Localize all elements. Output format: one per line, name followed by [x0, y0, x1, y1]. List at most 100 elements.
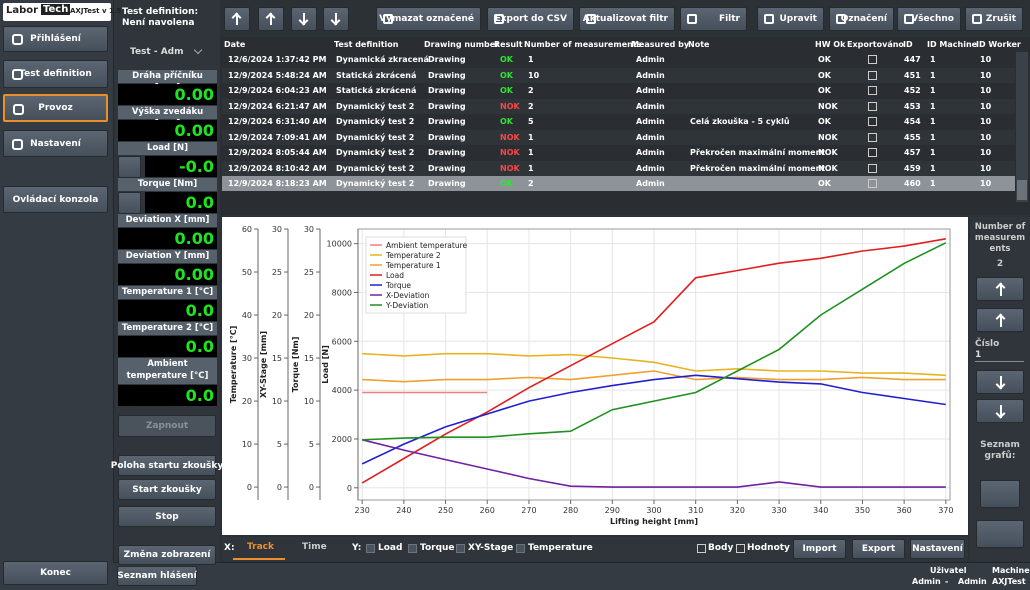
start-button[interactable]: Start zkoušky [118, 479, 216, 500]
number-input[interactable]: 1 [975, 350, 1024, 362]
toolbar-button[interactable]: Všechno [897, 7, 961, 31]
y-checkbox[interactable] [516, 544, 525, 553]
table-cell: 455 [904, 132, 921, 142]
y-checkbox[interactable] [456, 544, 465, 553]
stop-button[interactable]: Stop [118, 506, 216, 527]
table-cell: 459 [904, 163, 921, 173]
table-row[interactable] [222, 176, 1015, 191]
export-checkbox[interactable] [868, 132, 877, 142]
toolbar-icon [383, 14, 393, 24]
y-checkbox[interactable] [408, 544, 417, 553]
y-label: Y: [352, 543, 362, 553]
x-option[interactable]: Track [247, 542, 274, 552]
export-checkbox[interactable] [868, 55, 877, 64]
y-tick-label: 25 [272, 268, 282, 277]
legend-label: X-Deviation [386, 291, 430, 300]
toolbar-button[interactable]: Označení [829, 7, 894, 31]
zero-button[interactable] [118, 156, 141, 178]
table-cell: 1 [528, 163, 534, 173]
table-cell: 12/9/2024 7:09:41 AM [228, 132, 327, 142]
nav-button[interactable]: Nastavení [3, 130, 108, 157]
table-cell: 460 [904, 179, 921, 188]
nav-arrow-button[interactable] [976, 277, 1024, 301]
nav-arrow-button[interactable] [976, 370, 1024, 394]
save-button[interactable] [976, 520, 1024, 548]
table-row[interactable] [222, 145, 1015, 160]
table-cell: OK [818, 70, 831, 80]
table-cell: Dynamický test 2 [336, 132, 415, 142]
table-row[interactable] [222, 114, 1015, 129]
nav-arrow-button[interactable] [976, 308, 1024, 332]
move-button[interactable] [224, 7, 250, 31]
arrow-head [995, 379, 1006, 390]
toolbar-button[interactable]: Vymazat označené [376, 7, 481, 31]
nav-button[interactable]: Test definition [3, 60, 108, 88]
y-tick-label: 6000 [332, 337, 352, 346]
toolbar-button[interactable]: Zrušit [965, 7, 1023, 31]
x-tick-label: 370 [938, 506, 953, 515]
table-row[interactable] [222, 52, 1015, 67]
export-checkbox[interactable] [868, 179, 877, 188]
table-cell: 10 [980, 86, 992, 95]
console-button[interactable]: Ovládací konzola [3, 186, 108, 213]
export-checkbox[interactable] [868, 86, 877, 95]
zero-button[interactable] [118, 192, 141, 214]
toolbar-label: Export do CSV [494, 14, 567, 24]
table-row[interactable] [222, 98, 1015, 114]
table-row[interactable] [222, 129, 1015, 145]
move-button[interactable] [258, 7, 284, 31]
toolbar-button[interactable]: Export do CSV [487, 7, 574, 31]
table-cell: Admin [636, 101, 665, 111]
legend [365, 236, 467, 314]
graphs-button[interactable] [980, 480, 1020, 508]
table-row[interactable] [222, 83, 1015, 98]
messages-button[interactable]: Seznam hlášení [117, 566, 197, 586]
machine-label: Machine [992, 566, 1030, 575]
table-cell: 10 [980, 179, 992, 188]
x-axis-label: Lifting height [mm] [610, 517, 698, 526]
table-cell: 10 [980, 163, 992, 173]
move-button[interactable] [291, 7, 317, 31]
readout-value: 0.00 [118, 120, 217, 141]
start-position-button[interactable]: Poloha startu zkoušky [111, 455, 223, 476]
table-row[interactable] [222, 67, 1015, 83]
chart-button[interactable]: Import [793, 539, 846, 559]
export-checkbox[interactable] [868, 163, 877, 173]
toolbar-button[interactable]: Aktualizovat filtr [579, 7, 675, 31]
x-option[interactable]: Time [302, 542, 327, 552]
table-cell: Drawing [428, 117, 466, 126]
export-checkbox[interactable] [868, 117, 877, 126]
export-checkbox[interactable] [868, 101, 877, 111]
arrow-head [995, 408, 1006, 419]
nav-button[interactable]: Provoz [3, 94, 108, 122]
scrollbar [1016, 52, 1028, 202]
x-tick-label: 330 [771, 506, 786, 515]
table-row[interactable] [222, 160, 1015, 176]
arrow-icon [1000, 283, 1002, 296]
nav-button[interactable]: Přihlášení [3, 26, 108, 52]
on-button[interactable]: Zapnout [118, 415, 216, 437]
definition-label: Test definition: [122, 7, 199, 17]
readout-label: Load [N] [118, 142, 217, 155]
test-select[interactable]: Test - Adm [130, 47, 184, 57]
move-button[interactable] [323, 7, 349, 31]
x-label: X: [224, 543, 235, 553]
toolbar-button[interactable]: Upravit [757, 7, 824, 31]
table-cell: Admin [636, 163, 665, 173]
chart-button[interactable]: Nastavení [910, 539, 965, 559]
y-tick-label: 20 [304, 311, 314, 320]
export-checkbox[interactable] [868, 148, 877, 157]
y-tick-label: 15 [304, 354, 314, 363]
nav-arrow-button[interactable] [976, 399, 1024, 423]
export-checkbox[interactable] [868, 70, 877, 80]
view-button[interactable]: Změna zobrazení [118, 545, 216, 565]
chart-button[interactable]: Export [852, 539, 905, 559]
toolbar-button[interactable]: Filtr [680, 7, 747, 31]
table-cell: NOK [818, 148, 838, 157]
y-checkbox[interactable] [366, 544, 375, 553]
checkbox[interactable] [697, 544, 706, 553]
table-cell: 451 [904, 70, 921, 80]
exit-button[interactable]: Konec [3, 561, 108, 585]
arrow-icon [335, 13, 337, 25]
checkbox[interactable] [736, 544, 745, 553]
